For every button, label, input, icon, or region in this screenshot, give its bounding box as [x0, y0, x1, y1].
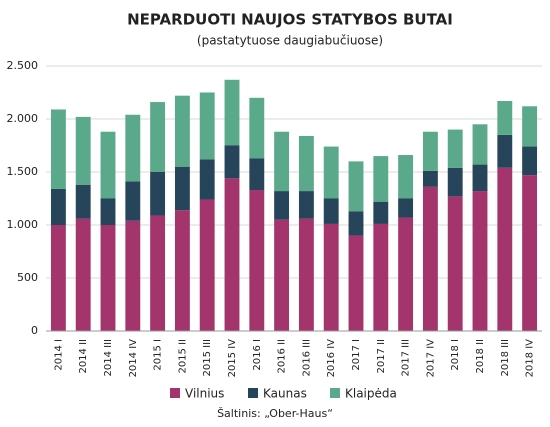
bar-segment [447, 167, 463, 197]
bar-segment [75, 184, 91, 219]
bar-segment [150, 215, 166, 331]
x-tick-label: 2017 IV [425, 339, 436, 378]
bar-segment [75, 218, 91, 331]
x-tick-label: 2014 IV [128, 339, 139, 378]
bar-segment [274, 131, 290, 192]
x-tick-label: 2014 II [78, 339, 89, 374]
bar-segment [472, 124, 488, 165]
bar-segment [125, 181, 141, 221]
bar-segment [249, 190, 265, 331]
bar-segment [348, 161, 364, 212]
bar-segment [174, 210, 190, 331]
bar-segment [100, 131, 116, 199]
x-tick-label: 2015 IV [227, 339, 238, 378]
bar-segment [224, 79, 240, 146]
x-tick-label: 2016 I [252, 339, 263, 371]
bar-segment [348, 235, 364, 331]
bar-segment [298, 135, 314, 192]
bar-segment [298, 218, 314, 331]
x-tick-label: 2018 III [500, 339, 511, 376]
bar-segment [75, 116, 91, 185]
x-tick-label: 2018 IV [525, 339, 536, 378]
bar-segment [472, 164, 488, 192]
bar-segment [274, 191, 290, 220]
bar-segment [447, 129, 463, 168]
bar-segment [348, 211, 364, 236]
legend-label: Kaunas [263, 387, 307, 401]
bar-segment [398, 217, 414, 331]
y-tick-label: 1.000 [7, 218, 39, 231]
bar-segment [422, 131, 438, 171]
y-tick-label: 2.000 [7, 112, 39, 125]
bar-segment [497, 134, 513, 168]
y-tick-label: 0 [31, 324, 38, 337]
bar-segment [497, 167, 513, 331]
bar-segment [224, 145, 240, 179]
y-tick-label: 1.500 [7, 165, 39, 178]
x-tick-label: 2015 III [202, 339, 213, 376]
bar-segment [522, 175, 538, 331]
bar-segment [100, 225, 116, 331]
bar-segment [100, 198, 116, 225]
bar-segment [199, 199, 215, 331]
bar-segment [398, 198, 414, 218]
bar-segment [174, 166, 190, 211]
x-tick-label: 2015 I [153, 339, 164, 371]
bar-segment [249, 97, 265, 159]
source: Šaltinis: „Ober-Haus“ [217, 407, 333, 420]
bar-segment [373, 156, 389, 202]
bar-segment [298, 191, 314, 219]
bar-segment [373, 223, 389, 331]
bar-segment [174, 95, 190, 167]
bar-segment [125, 220, 141, 331]
bar-segment [50, 188, 66, 225]
x-tick-label: 2017 II [376, 339, 387, 374]
x-tick-label: 2016 III [301, 339, 312, 376]
x-tick-label: 2014 I [53, 339, 64, 371]
bar-segment [150, 172, 166, 216]
bar-segment [274, 219, 290, 331]
bar-segment [522, 106, 538, 147]
x-tick-label: 2015 II [177, 339, 188, 374]
bar-segment [472, 191, 488, 331]
bar-segment [422, 186, 438, 331]
bar-segment [150, 102, 166, 172]
bar-segment [125, 114, 141, 182]
bar-segment [323, 223, 339, 331]
legend-label: Klaipėda [345, 387, 397, 401]
bar-segment [224, 178, 240, 331]
bar-segment [497, 100, 513, 135]
bar-segment [422, 170, 438, 187]
legend-swatch [330, 388, 340, 398]
legend-swatch [170, 388, 180, 398]
x-tick-label: 2018 I [450, 339, 461, 371]
bar-segment [199, 159, 215, 200]
bar-segment [522, 146, 538, 176]
x-tick-label: 2016 II [277, 339, 288, 374]
x-tick-label: 2017 III [401, 339, 412, 376]
bar-segment [249, 158, 265, 191]
x-tick-label: 2016 IV [326, 339, 337, 378]
x-tick-label: 2014 III [103, 339, 114, 376]
bar-segment [323, 198, 339, 224]
y-tick-label: 2.500 [7, 59, 39, 72]
bar-segment [199, 92, 215, 160]
legend-label: Vilnius [185, 387, 224, 401]
chart-subtitle: (pastatytuose daugiabučiuose) [197, 34, 383, 48]
bar-segment [447, 196, 463, 331]
bar-segment [373, 201, 389, 224]
bar-segment [50, 109, 66, 189]
bar-segment [398, 155, 414, 199]
bar-segment [323, 146, 339, 199]
x-tick-label: 2017 I [351, 339, 362, 371]
chart-title: NEPARDUOTI NAUJOS STATYBOS BUTAI [127, 11, 453, 29]
legend-swatch [248, 388, 258, 398]
bar-segment [50, 225, 66, 331]
y-tick-label: 500 [17, 271, 38, 284]
x-tick-label: 2018 II [475, 339, 486, 374]
